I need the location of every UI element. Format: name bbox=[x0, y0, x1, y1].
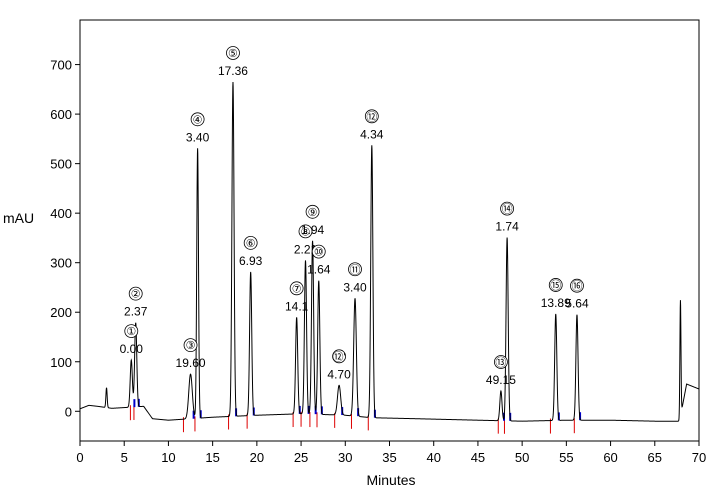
peak-area-label: 2.21 bbox=[294, 242, 318, 256]
peak-number-circle bbox=[311, 244, 326, 259]
peak-area-label: 3.40 bbox=[186, 130, 210, 144]
x-tick-label: 50 bbox=[515, 450, 529, 465]
peak-area-label: 5.64 bbox=[565, 297, 589, 311]
peak-area-label: 1.74 bbox=[495, 220, 519, 234]
peak-area-label: 2.37 bbox=[124, 305, 148, 319]
y-tick-label: 300 bbox=[50, 256, 72, 271]
y-tick-label: 0 bbox=[65, 404, 72, 419]
peak-labels-layer: 0.00 ① 2.37 ② 19.60 ③ 3.40 ④ 17.36 ⑤ 6.93 ⑥ 14.1 ⑦ 2.2… bbox=[120, 46, 589, 387]
y-tick-label: 200 bbox=[50, 305, 72, 320]
peak-number-circle bbox=[124, 324, 139, 338]
x-tick-label: 15 bbox=[205, 450, 219, 465]
peak-number-label: ② bbox=[131, 289, 141, 301]
peak-number-circle bbox=[289, 281, 304, 296]
trace-layer bbox=[79, 81, 700, 422]
peak-number-label: ④ bbox=[193, 114, 203, 126]
x-tick-label: 45 bbox=[471, 450, 485, 465]
x-tick-label: 65 bbox=[648, 450, 662, 465]
peak-area-label: 4.70 bbox=[327, 367, 351, 381]
peak-area-label: 14.1 bbox=[285, 299, 309, 313]
y-tick-label: 600 bbox=[50, 107, 72, 122]
peak-number-label: ⑥ bbox=[246, 238, 256, 250]
y-tick-label: 500 bbox=[50, 157, 72, 172]
peak-number-label: ⑮ bbox=[550, 279, 561, 292]
peak-number-circle bbox=[500, 201, 515, 216]
y-tick-label: 100 bbox=[50, 355, 72, 370]
peak-area-label: 1.64 bbox=[307, 263, 331, 277]
x-tick-label: 25 bbox=[294, 450, 308, 465]
y-tick-label: 400 bbox=[50, 206, 72, 221]
peak-number-label: ① bbox=[126, 326, 136, 338]
peak-number-circle bbox=[298, 224, 313, 239]
peak-area-label: 17.36 bbox=[218, 64, 248, 78]
peak-number-label: ③ bbox=[186, 340, 196, 352]
x-tick-label: 70 bbox=[692, 450, 706, 465]
integration-markers bbox=[129, 398, 582, 434]
peak-number-label: ⑧ bbox=[301, 226, 311, 238]
peak-number-circle bbox=[332, 349, 346, 364]
x-tick-label: 10 bbox=[161, 450, 175, 465]
peak-number-label: ⑨ bbox=[308, 207, 318, 219]
peak-number-circle bbox=[494, 355, 508, 369]
peak-area-label: 0.00 bbox=[120, 342, 144, 356]
peak-number-circle bbox=[190, 112, 205, 127]
peak-area-label: 1.94 bbox=[301, 223, 325, 237]
plot-frame bbox=[79, 19, 700, 442]
peak-number-label: ⑭ bbox=[502, 203, 513, 216]
x-tick-label: 0 bbox=[76, 450, 83, 465]
peak-area-label: 13.89 bbox=[541, 296, 571, 310]
x-tick-label: 60 bbox=[603, 450, 617, 465]
peak-area-label: 4.34 bbox=[360, 127, 384, 141]
peak-number-circle bbox=[243, 235, 258, 250]
x-tick-label: 40 bbox=[426, 450, 440, 465]
peak-area-label: 49.15 bbox=[486, 373, 516, 387]
x-tick-label: 55 bbox=[559, 450, 573, 465]
peak-number-label: ⑩ bbox=[314, 247, 324, 259]
axes-layer: 0 5 10 15 20 25 30 35 40 45 50 55 60 65 70010020030040… bbox=[50, 19, 706, 465]
peak-number-circle bbox=[364, 109, 379, 124]
signal-trace bbox=[79, 81, 700, 422]
peak-number-circle bbox=[348, 262, 362, 277]
peak-number-circle bbox=[305, 204, 320, 219]
peak-number-label: ⑬ bbox=[495, 356, 506, 369]
peak-area-label: 3.40 bbox=[343, 280, 367, 294]
x-tick-label: 5 bbox=[121, 450, 128, 465]
x-tick-label: 30 bbox=[338, 450, 352, 465]
peak-area-label: 19.60 bbox=[176, 356, 206, 370]
peak-number-circle bbox=[226, 46, 240, 60]
x-tick-label: 35 bbox=[382, 450, 396, 465]
peak-number-circle bbox=[183, 338, 198, 353]
peak-number-circle bbox=[570, 278, 584, 293]
peak-area-label: 6.93 bbox=[239, 254, 263, 268]
y-axis-title: mAU bbox=[3, 210, 34, 226]
x-axis-title: Minutes bbox=[366, 472, 415, 488]
peak-number-circle bbox=[128, 286, 143, 301]
peak-number-label: ⑯ bbox=[571, 280, 582, 293]
peak-number-label: ⑫ bbox=[366, 110, 377, 123]
peak-number-label: ⑦ bbox=[292, 283, 302, 295]
x-tick-label: 20 bbox=[250, 450, 264, 465]
peak-number-label: ⑤ bbox=[228, 48, 238, 60]
peak-number-label: ⑪ bbox=[350, 263, 361, 276]
peak-number-circle bbox=[548, 278, 563, 292]
peak-number-label: ⑫' bbox=[333, 350, 346, 363]
y-tick-label: 700 bbox=[50, 58, 72, 73]
